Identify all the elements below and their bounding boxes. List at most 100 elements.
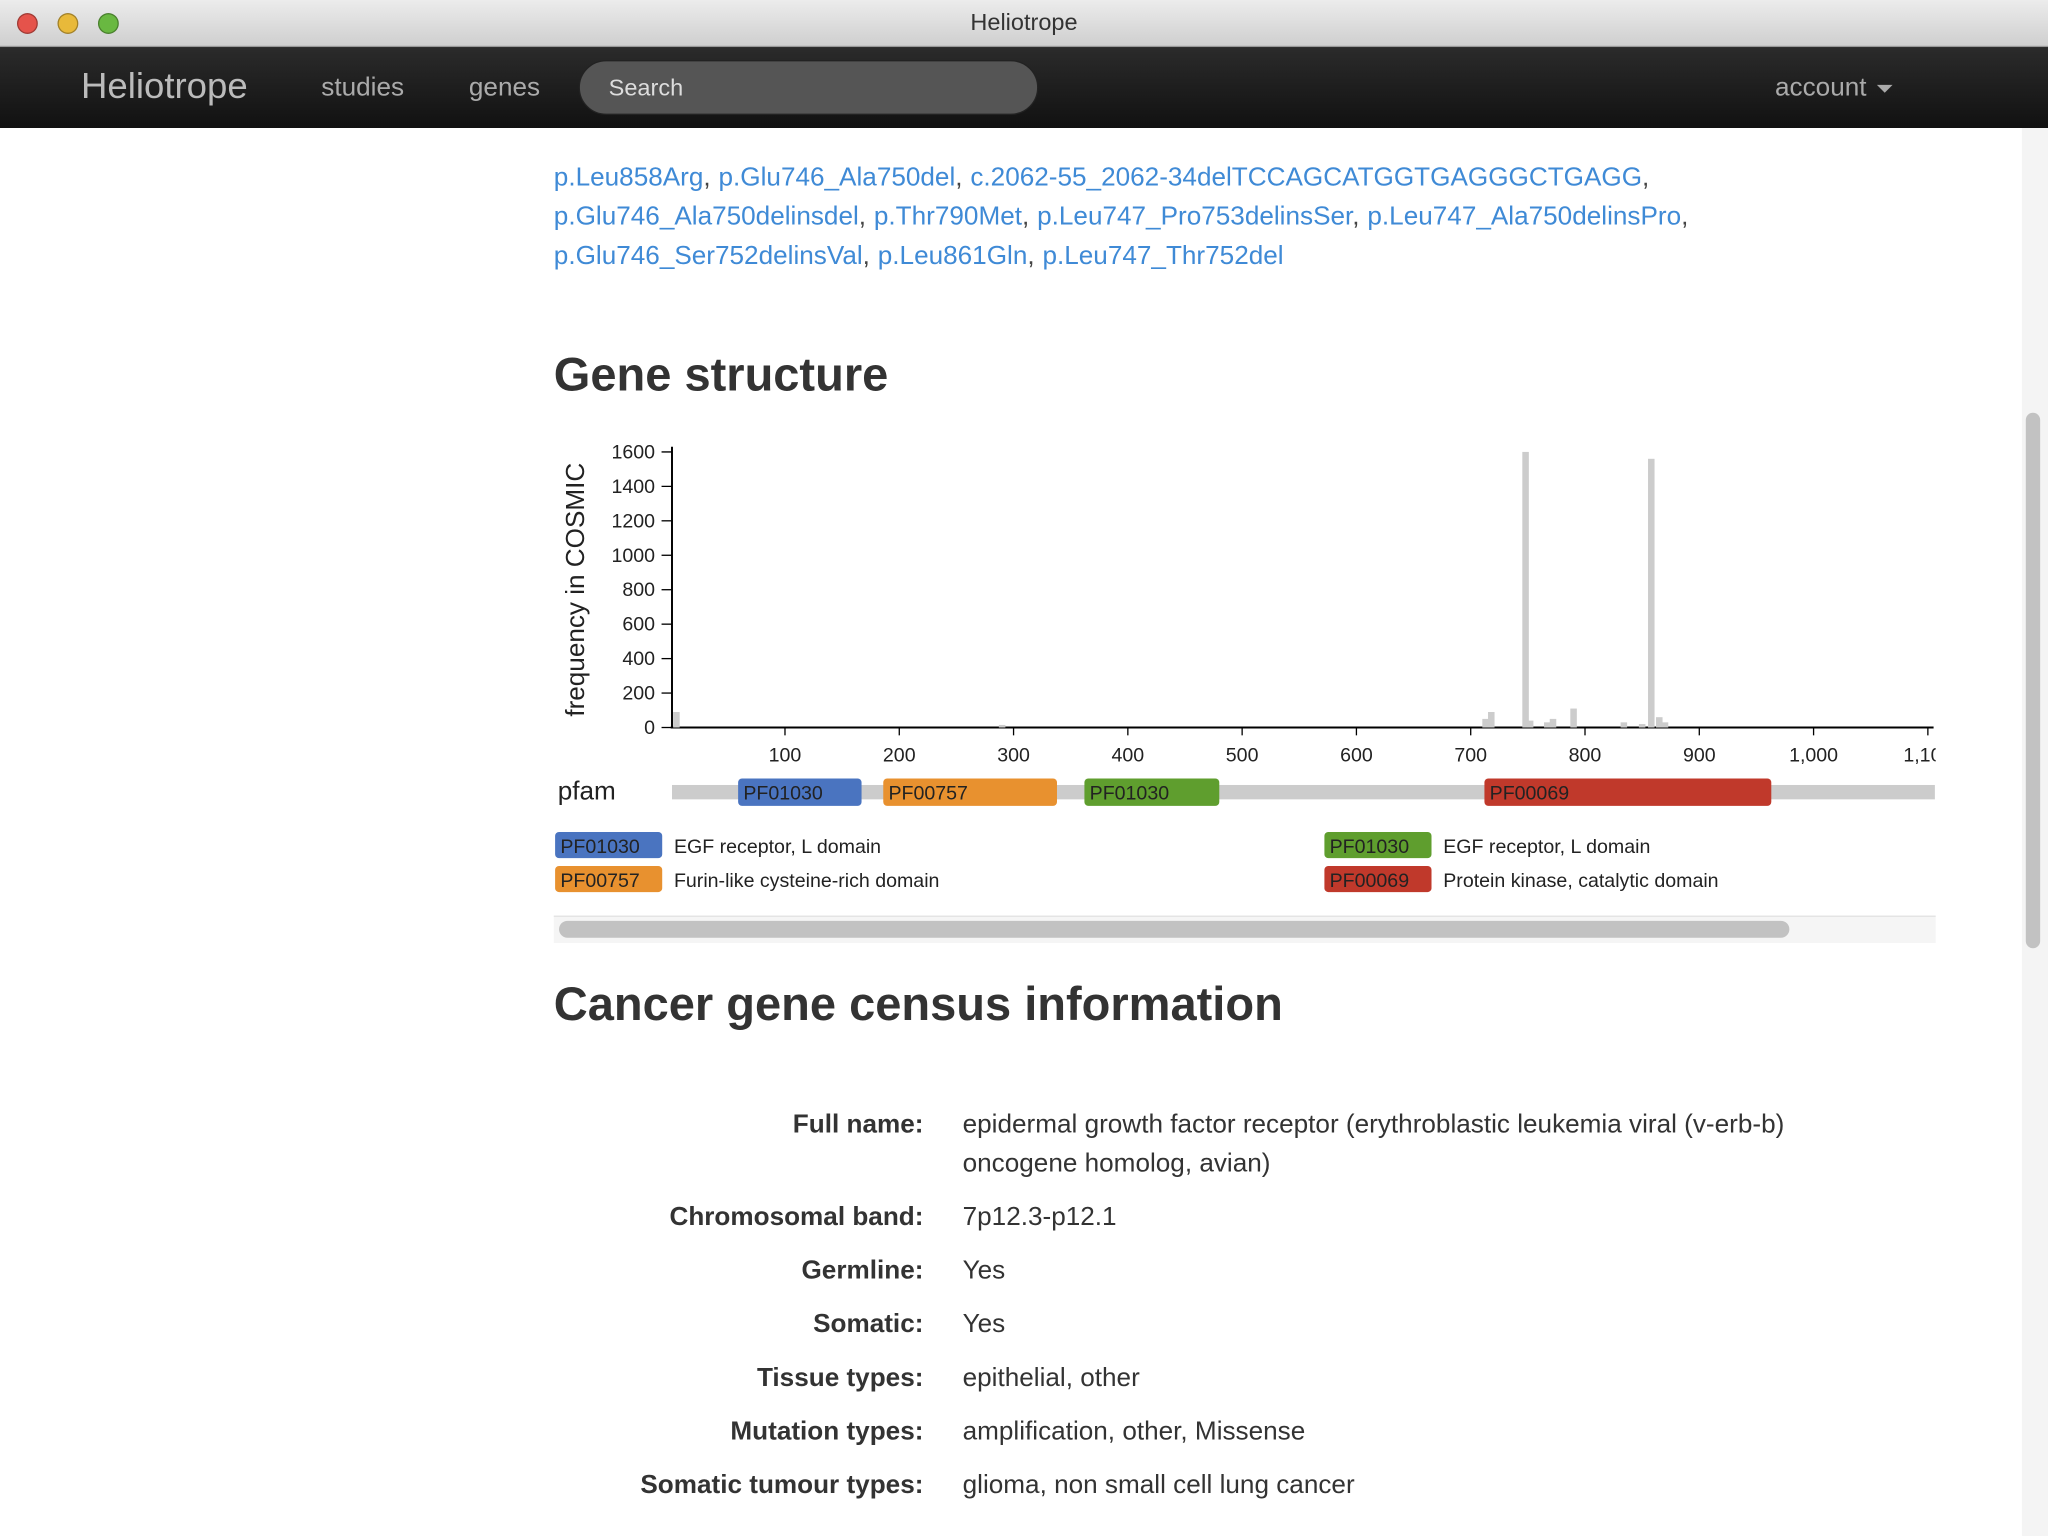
census-value: epidermal growth factor receptor (erythr… [962,1110,1785,1179]
x-tick-label: 800 [1569,744,1602,766]
mutation-list: p.Leu858Argp.Glu746_Ala750delc.2062-55_2… [554,158,1696,276]
domain [1484,778,1772,806]
legend-swatch [1324,865,1432,893]
legend-swatch [1324,831,1432,859]
domain-label: PF00757 [888,782,967,804]
bar [1656,717,1663,728]
zoom-button[interactable] [97,13,119,34]
scroll-thumb[interactable] [2025,412,2041,949]
legend-swatch [555,865,663,893]
navbar: Heliotrope studies genes Search account [0,47,2048,128]
x-tick-label: 1,000 [1789,744,1838,766]
bar [1549,718,1557,728]
x-tick-label: 200 [883,744,916,766]
census-row: Somatic tumour types: glioma, non small c… [554,1465,1877,1504]
mutation-link[interactable]: p.Glu746_Ser752delinsVal [554,242,878,271]
section-heading: Gene structure [553,347,889,401]
nav-link[interactable]: genes [468,73,541,102]
mutation-link[interactable]: p.Leu747_Thr752del [1042,241,1284,271]
x-tick-label: 900 [1683,744,1716,766]
mutation-link[interactable]: p.Thr790Met [874,202,1037,231]
bar [1482,718,1489,728]
legend-id: PF01030 [1330,836,1410,858]
census-label: Somatic tumour types: [640,1470,924,1500]
account-menu[interactable]: account [1775,73,1893,103]
domain [1084,778,1220,806]
x-tick-label: 700 [1454,744,1487,766]
brand[interactable]: Heliotrope [80,65,248,106]
census-value: glioma, non small cell lung cancer [962,1470,1355,1500]
census-label: Tissue types: [756,1363,924,1393]
close-button[interactable] [16,13,38,34]
mutation-link[interactable]: p.Leu747_Pro753delinsSer [1037,202,1367,231]
nav-link[interactable]: studies [321,73,405,102]
mutation-link[interactable]: p.Glu746_Ala750del [719,163,971,192]
y-tick-label: 600 [622,614,655,636]
scroll-thumb[interactable] [559,920,1790,938]
mutation-link[interactable]: p.Glu746_Ala750delinsdel [554,202,874,231]
bar [1544,722,1551,728]
bar [1522,451,1529,728]
legend-description: Protein kinase, catalytic domain [1443,870,1718,892]
section-heading: Cancer gene census information [553,976,1283,1031]
bar [1638,724,1646,728]
x-tick-label: 400 [1112,744,1145,766]
bar [1661,722,1669,728]
bar [1570,708,1577,728]
census-value: Yes [962,1256,1006,1286]
domain [738,778,862,806]
y-tick-label: 200 [622,683,655,705]
legend-description: EGF receptor, L domain [674,836,881,858]
census-label: Full name: [792,1110,924,1139]
legend-description: EGF receptor, L domain [1443,836,1650,858]
mutation-link[interactable]: c.2062-55_2062-34delTCCAGCATGGTGAGGGCTGA… [970,163,1657,192]
census-label: Mutation types: [730,1417,924,1446]
domain [883,778,1057,806]
mutation-line: p.Leu858Argp.Glu746_Ala750delc.2062-55_2… [554,158,1696,197]
y-tick-label: 0 [644,717,655,739]
census-value: epithelial, other [962,1363,1140,1393]
census-label: Germline: [801,1256,924,1286]
census-row: Chromosomal band: 7p12.3-p12.1 [554,1198,1877,1237]
y-tick-label: 1400 [611,476,655,498]
mutation-link[interactable]: p.Leu858Arg [554,163,719,192]
bar [673,712,680,728]
legend-description: Furin-like cysteine-rich domain [674,870,939,892]
census-row: Somatic: Yes [554,1305,1877,1344]
x-tick-label: 100 [769,744,802,766]
mutation-line: p.Glu746_Ala750delinsdelp.Thr790Metp.Leu… [554,197,1696,236]
bar [1648,458,1655,728]
y-tick-label: 400 [622,648,655,670]
census-value: amplification, other, Missense [962,1417,1306,1446]
window-title: Heliotrope [970,9,1078,36]
census-row: Germline: Yes [554,1251,1877,1290]
x-tick-label: 500 [1226,744,1259,766]
y-tick-label: 1200 [611,510,655,532]
census-label: Chromosomal band: [669,1202,924,1232]
census-value: 7p12.3-p12.1 [962,1202,1117,1232]
y-tick-label: 800 [622,579,655,601]
domain-label: PF00069 [1490,782,1569,804]
search-input[interactable]: Search [578,60,1039,115]
census-value: Yes [962,1310,1006,1339]
y-axis-label: frequency in COSMIC [560,463,590,717]
census-label: Somatic: [813,1310,924,1339]
domain-label: PF01030 [1090,782,1170,804]
census-row: Tissue types: epithelial, other [554,1358,1877,1397]
y-tick-label: 1000 [611,545,655,567]
mutation-link[interactable]: p.Leu747_Ala750delinsPro [1367,202,1696,231]
mutation-link[interactable]: p.Leu861Gln [878,242,1043,271]
bar [1620,722,1628,728]
census-row: Mutation types: amplification, other, Mis… [554,1412,1877,1451]
x-tick-label: 1,100 [1903,744,1952,766]
minimize-button[interactable] [57,13,79,34]
census-row: Full name: epidermal growth factor recept… [554,1105,1877,1183]
bar [1488,712,1495,728]
legend-id: PF01030 [560,836,640,858]
x-tick-label: 600 [1340,744,1373,766]
y-tick-label: 1600 [611,441,655,463]
domain-label: PF01030 [743,782,823,804]
